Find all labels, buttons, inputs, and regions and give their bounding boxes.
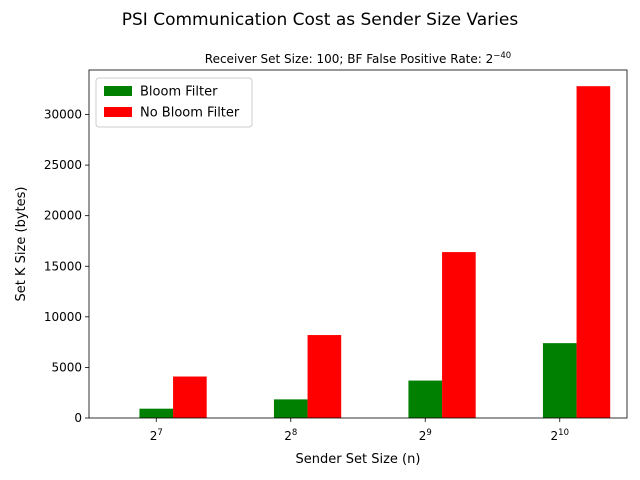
y-tick-label: 15000 (44, 259, 82, 273)
chart-subtitle-text: Receiver Set Size: 100; BF False Positiv… (205, 52, 493, 66)
y-axis-label: Set K Size (bytes) (14, 187, 29, 302)
bar-bloom-filter-1 (273, 399, 308, 418)
bar-no-bloom-filter-2 (442, 252, 476, 418)
legend: Bloom Filter No Bloom Filter (95, 77, 253, 128)
x-axis-label: Sender Set Size (n) (296, 452, 421, 467)
x-tick-label: 210 (551, 428, 569, 443)
bar-no-bloom-filter-1 (307, 335, 342, 418)
bars (139, 86, 611, 419)
chart-title: PSI Communication Cost as Sender Size Va… (122, 10, 519, 30)
legend-swatch-0 (104, 86, 132, 96)
bar-bloom-filter-2 (408, 380, 443, 418)
bar-bloom-filter-3 (542, 343, 577, 418)
bar-no-bloom-filter-0 (173, 376, 207, 418)
y-axis: 0 5000 10000 15000 20000 25000 30000 (44, 108, 89, 425)
x-tick-label: 28 (284, 428, 297, 443)
y-tick-label: 30000 (44, 108, 82, 122)
bar-no-bloom-filter-3 (576, 86, 611, 419)
x-axis: 27 28 29 210 (150, 418, 569, 443)
legend-label-0: Bloom Filter (140, 85, 218, 100)
y-tick-label: 20000 (44, 209, 82, 223)
x-tick-label: 29 (419, 428, 432, 443)
x-tick-label: 27 (150, 428, 163, 443)
y-tick-label: 10000 (44, 310, 82, 324)
legend-box (95, 77, 253, 128)
chart-subtitle: Receiver Set Size: 100; BF False Positiv… (205, 51, 511, 66)
chart-subtitle-exponent: −40 (493, 51, 511, 61)
legend-swatch-1 (104, 107, 132, 117)
y-tick-label: 5000 (51, 360, 82, 374)
legend-label-1: No Bloom Filter (140, 106, 240, 121)
y-tick-label: 25000 (44, 158, 82, 172)
bar-bloom-filter-0 (139, 408, 174, 418)
plot-frame (88, 69, 628, 419)
y-tick-label: 0 (74, 411, 82, 425)
